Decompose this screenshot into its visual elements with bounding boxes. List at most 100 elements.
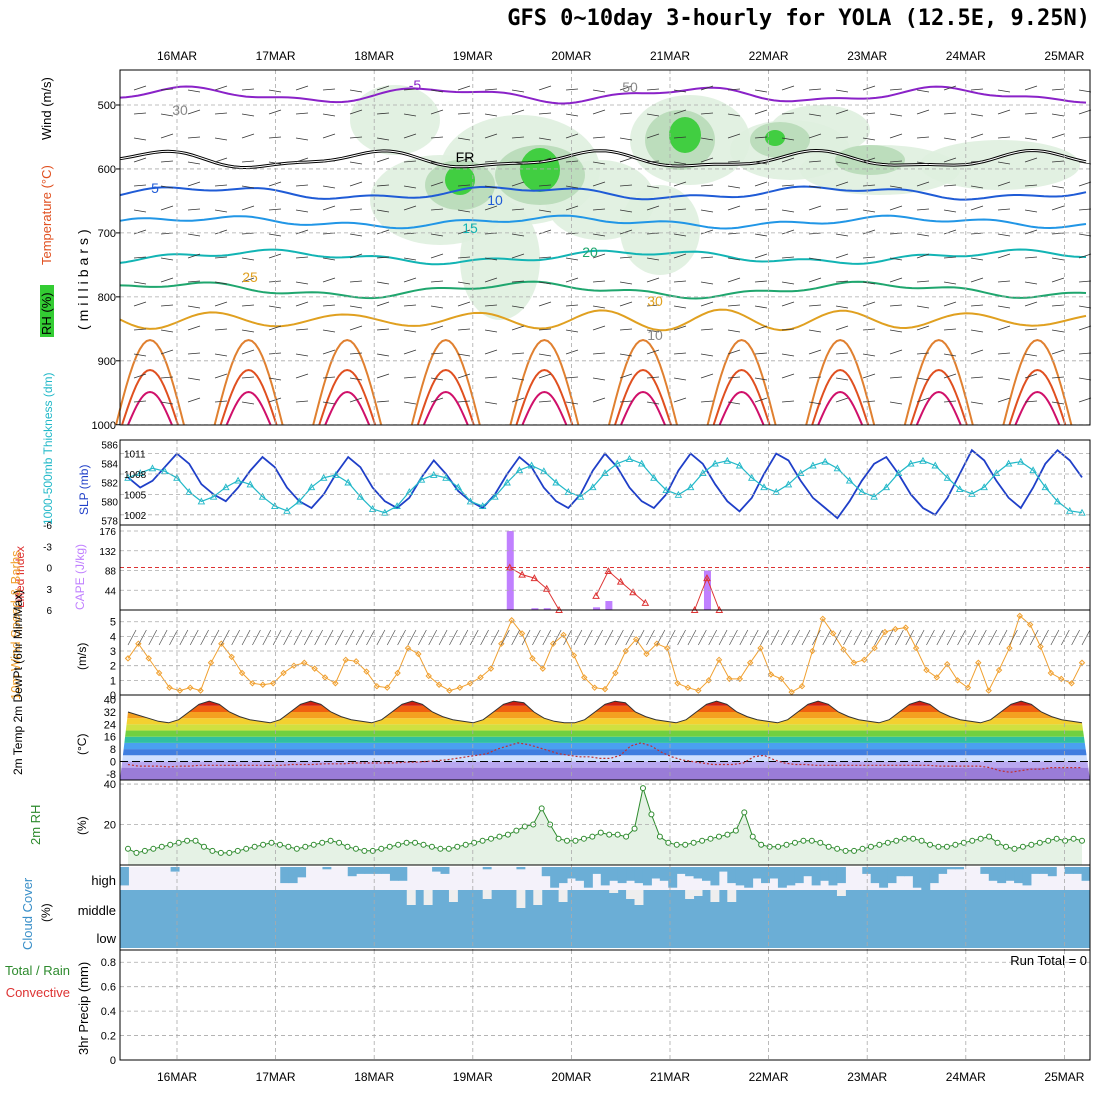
wind-barb: [322, 160, 336, 163]
isotherm-30-arch: [903, 338, 974, 426]
wind-barb: [943, 400, 957, 403]
wind-barb: [862, 301, 876, 307]
rh-shading: [460, 200, 540, 320]
date-label-top: 22MAR: [749, 49, 789, 63]
cloud-high-cell: [702, 867, 711, 881]
cloud-high-cell: [575, 867, 585, 881]
rh2m-marker: [150, 845, 157, 852]
wind-barb: [1051, 349, 1065, 355]
wind-barb: [160, 205, 174, 211]
panel-frames: [116, 69, 1091, 1061]
wind-barb: [457, 281, 471, 285]
wind-ytick: 2: [110, 661, 116, 673]
wind-barb: [160, 257, 174, 261]
wind-barb: [781, 400, 795, 403]
wind-speed-marker: [187, 684, 194, 691]
cape-ylabel: CAPE (J/kg): [73, 544, 87, 610]
wind-speed-marker: [726, 675, 733, 683]
cloud-high-cell: [280, 867, 290, 884]
wind-barb: [160, 277, 174, 283]
wind-barb: [646, 277, 660, 283]
rh2m-marker: [167, 841, 174, 848]
isotherm-35-arch: [909, 368, 968, 426]
isotherm-30-arch: [410, 338, 481, 426]
thickness-marker: [711, 459, 719, 467]
wind-barb: [619, 328, 633, 331]
wind-legend-label: Wind (m/s): [39, 77, 54, 140]
wind-barb: [673, 208, 687, 211]
wind-barb: [970, 185, 984, 189]
wind-barb: [727, 205, 741, 211]
cloud-high-cell: [120, 867, 129, 886]
wind-barb: [511, 208, 525, 211]
wind-barb: [484, 257, 498, 261]
temp-ytick: -8: [106, 769, 116, 781]
wind-barb: [160, 304, 174, 307]
wind-barb: [565, 113, 579, 117]
wind-barb-10m: [521, 629, 531, 646]
wind-barb: [646, 133, 660, 139]
wind-barb: [268, 253, 282, 259]
thickness-marker: [919, 456, 927, 464]
wind-barb: [214, 400, 228, 403]
wind-barb-10m: [1050, 629, 1060, 646]
rh2m-marker: [538, 805, 545, 812]
wind-speed-marker: [570, 652, 578, 659]
rh2m-marker: [952, 841, 959, 848]
wind-speed-marker: [487, 665, 495, 672]
wind-speed-marker: [892, 625, 899, 633]
isotherm-35-arch: [515, 368, 574, 426]
isotherm-35-arch: [416, 368, 475, 426]
wind-barb: [538, 400, 552, 403]
temp-band: [120, 705, 1090, 712]
wind-barb: [862, 184, 876, 187]
wind-barb: [349, 397, 363, 403]
wind-barb: [673, 280, 687, 283]
wind-barb: [295, 373, 309, 379]
temp-ytick: 16: [104, 732, 116, 744]
slp-ylabel: SLP (mb): [77, 465, 91, 515]
wind-speed-line: [127, 615, 1083, 693]
wind-barb: [808, 401, 822, 405]
isotherm-40-arch: [422, 390, 469, 426]
wind-barb: [430, 377, 444, 381]
cloud-high-cell: [516, 867, 526, 870]
wind-barb: [916, 325, 930, 331]
wind-barb-10m: [138, 629, 147, 646]
wind-barb-10m: [200, 629, 209, 646]
isotherm-40-arch: [817, 390, 864, 426]
wind-barb: [619, 209, 633, 213]
rh2m-marker: [445, 845, 452, 852]
wind-barb: [538, 229, 552, 235]
wind-barb: [970, 160, 984, 163]
wind-barb: [619, 85, 633, 91]
wind-barb: [862, 281, 876, 285]
cloud-high-cell: [676, 867, 686, 874]
panel-frame-upper: [119, 69, 1091, 426]
temp-band: [120, 724, 1090, 731]
wind-barb: [133, 229, 147, 235]
temp-ytick: 32: [104, 707, 116, 719]
wind-barb: [430, 109, 444, 115]
wind-barb: [160, 133, 174, 139]
wind-barb: [700, 301, 714, 307]
wind-speed-marker: [746, 659, 754, 666]
precip-ytick: 0.6: [101, 982, 116, 994]
rh2m-marker: [521, 823, 528, 830]
wind-barb: [700, 209, 714, 213]
wind-barb: [592, 325, 606, 331]
wind-barb: [1024, 85, 1038, 91]
wind-barb-10m: [397, 629, 406, 646]
wind-barb: [295, 85, 309, 91]
wind-barb-10m: [303, 629, 313, 646]
wind-barb: [376, 353, 390, 357]
wind-barb: [430, 208, 444, 211]
contour-label: 50: [622, 79, 638, 95]
wind-barb: [538, 85, 552, 91]
cloud-high-cell: [946, 867, 956, 870]
cloud-high-cell: [921, 867, 931, 890]
wind-barb: [619, 157, 633, 163]
wind-barb-10m: [169, 629, 178, 646]
wind-speed-marker: [456, 684, 464, 691]
wind-barb: [565, 349, 579, 355]
